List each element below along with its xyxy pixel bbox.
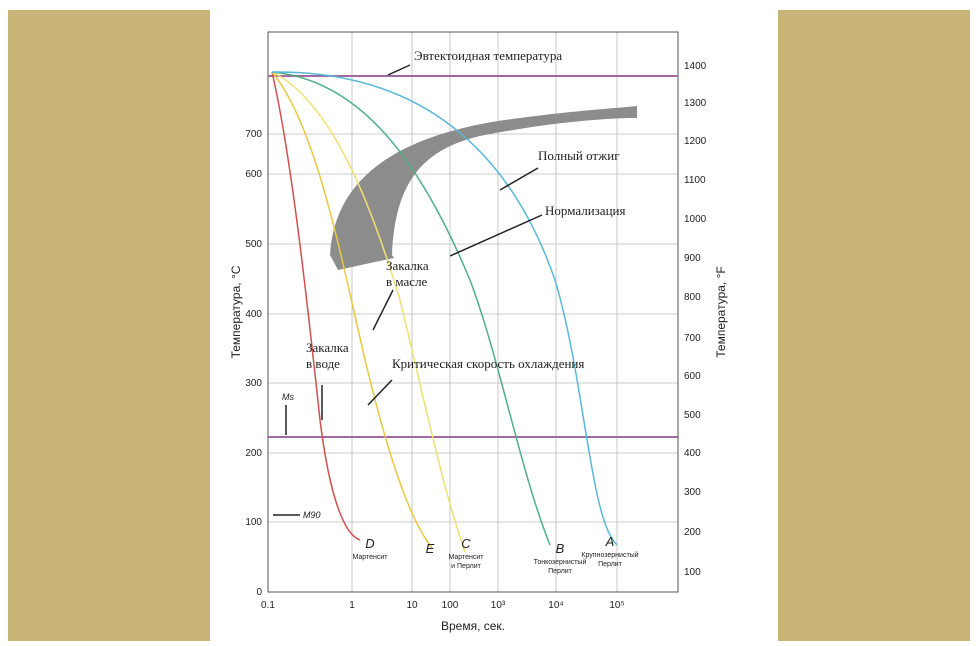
annotation: в воде	[306, 356, 340, 371]
y-right-tick-label: 1200	[684, 136, 707, 147]
annotation: M90	[303, 510, 321, 520]
annotation: Ms	[282, 392, 294, 402]
curve-a	[271, 71, 618, 546]
y-right-tick-label: 700	[684, 333, 701, 344]
annotation: Критическая скорость охлаждения	[392, 356, 584, 371]
curve-d	[271, 71, 361, 541]
x-tick-label: 10	[406, 600, 418, 611]
y-left-tick-label: 200	[245, 448, 262, 459]
y-right-tick-label: 100	[684, 567, 701, 578]
x-label: Время, сек.	[441, 619, 505, 633]
x-tick-label: 100	[442, 600, 459, 611]
y-left-tick-label: 400	[245, 309, 262, 320]
arrow	[367, 379, 393, 406]
y-right-tick-label: 400	[684, 448, 701, 459]
curve-letter: A	[605, 534, 615, 549]
x-tick-label: 10³	[491, 600, 506, 611]
transformation-band	[330, 106, 637, 270]
curve-letter: C	[461, 536, 471, 551]
curve-letter: E	[426, 541, 435, 556]
curve-label: Мартенсит	[352, 554, 388, 561]
curve-letter: D	[365, 536, 374, 551]
y-right-tick-label: 1300	[684, 98, 707, 109]
curve-b	[271, 71, 551, 546]
plot-frame	[267, 31, 679, 593]
y-left-tick-label: 700	[245, 129, 262, 140]
y-right-tick-label: 300	[684, 487, 701, 498]
curve-label: Перлит	[598, 561, 623, 568]
curve-label: Перлит	[548, 568, 573, 575]
x-tick-label: 10⁵	[609, 600, 624, 611]
left-panel	[8, 10, 210, 641]
arrow	[449, 214, 543, 257]
curve-label: Крупнозернистый	[581, 551, 638, 559]
y-left-tick-label: 0	[256, 587, 262, 598]
curve-c	[271, 71, 466, 553]
curve-label: Тонкозернистый	[534, 558, 587, 566]
curve-e	[271, 71, 433, 549]
arrow	[372, 289, 394, 331]
annotation: Нормализация	[545, 203, 625, 218]
y-left-tick-label: 500	[245, 239, 262, 250]
arrow	[499, 167, 539, 191]
y-right-label: Температура, °F	[714, 266, 728, 357]
x-tick-label: 10⁴	[548, 600, 563, 611]
right-panel	[778, 10, 970, 641]
curve-label: и Перлит	[451, 563, 481, 570]
curve-label: Мартенсит	[448, 554, 484, 561]
annotation: в масле	[386, 274, 428, 289]
annotation: Закалка	[306, 340, 349, 355]
y-left-tick-label: 600	[245, 169, 262, 180]
y-left-tick-label: 300	[245, 378, 262, 389]
arrow	[387, 64, 411, 76]
annotation: Эвтектоидная температура	[414, 48, 562, 63]
annotation: Полный отжиг	[538, 148, 620, 163]
y-left-label: Температура, °С	[229, 265, 243, 358]
annotation: Закалка	[386, 258, 429, 273]
y-right-tick-label: 800	[684, 292, 701, 303]
y-right-tick-label: 200	[684, 527, 701, 538]
curve-letter: B	[556, 541, 565, 556]
y-right-tick-label: 900	[684, 253, 701, 264]
y-right-tick-label: 600	[684, 371, 701, 382]
y-right-tick-label: 1400	[684, 61, 707, 72]
y-right-tick-label: 1000	[684, 214, 707, 225]
y-right-tick-label: 500	[684, 410, 701, 421]
y-left-tick-label: 100	[245, 517, 262, 528]
x-tick-label: 1	[349, 600, 355, 611]
x-tick-label: 0.1	[261, 600, 275, 611]
y-right-tick-label: 1100	[684, 175, 706, 186]
